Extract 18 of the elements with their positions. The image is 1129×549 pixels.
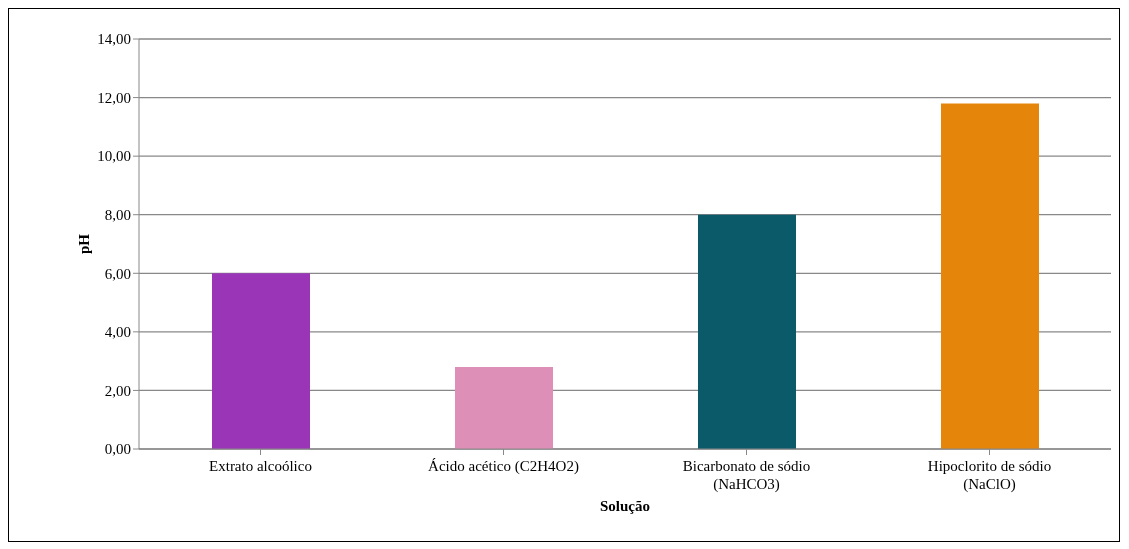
bar [941, 103, 1039, 449]
x-tick-label: Ácido acético (C2H4O2) [428, 458, 579, 475]
x-axis-title: Solução [599, 498, 651, 514]
y-tick-label: 6,00 [104, 265, 131, 282]
y-tick-label: 2,00 [104, 382, 131, 399]
y-tick-label: 4,00 [104, 324, 131, 341]
x-tick-label: Bicarbonato de sódio (NaHCO3) [682, 458, 811, 493]
y-tick-label: 14,00 [97, 31, 131, 48]
bar [212, 273, 310, 449]
y-tick-label: 10,00 [97, 148, 131, 165]
y-tick-label: 12,00 [97, 89, 131, 106]
x-tick-label: Hipoclorito de sódio (NaClO) [927, 458, 1052, 493]
x-tick-label: Extrato alcoólico [209, 458, 312, 474]
y-axis-title: pH [76, 233, 93, 255]
bar [455, 367, 553, 449]
y-tick-label: 0,00 [104, 441, 131, 458]
bar [698, 214, 796, 449]
y-tick-label: 8,00 [104, 207, 131, 224]
